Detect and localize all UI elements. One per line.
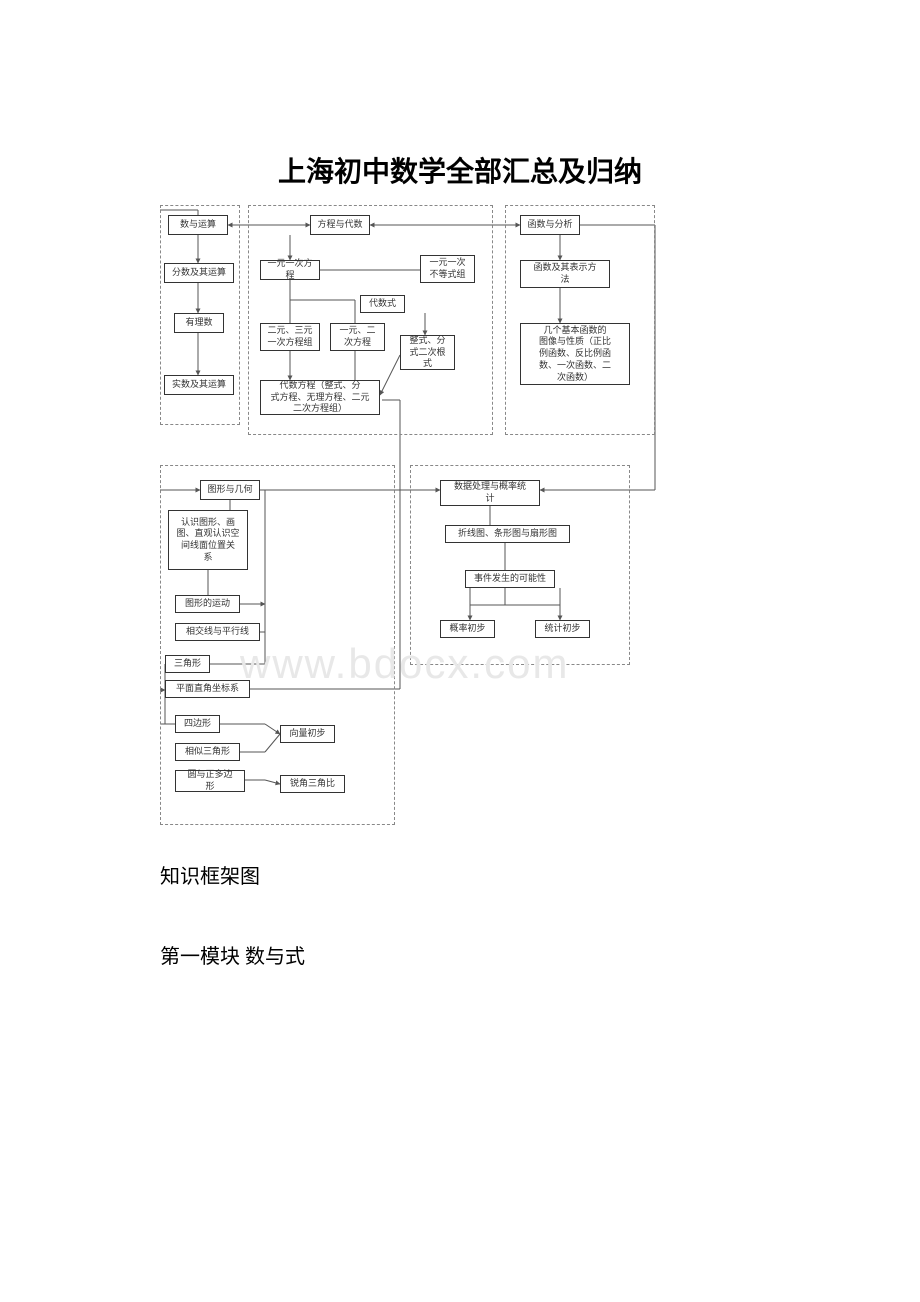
caption-framework: 知识框架图 [160,860,260,889]
node-n_numop: 数与运算 [168,215,228,235]
node-n_data: 数据处理与概率统 计 [440,480,540,506]
node-n_prob: 概率初步 [440,620,495,638]
node-n_charts: 折线图、条形图与扇形图 [445,525,570,543]
node-n_lin1: 一元一次方程 [260,260,320,280]
node-n_basicfun: 几个基本函数的 图像与性质（正比 例函数、反比例函 数、一次函数、二 次函数） [520,323,630,385]
node-n_quad4: 四边形 [175,715,220,733]
watermark-text: www.bdocx.com [240,640,569,688]
node-n_algeq: 代数方程（整式、分 式方程、无理方程、二元 二次方程组） [260,380,380,415]
caption-module1: 第一模块 数与式 [160,940,305,969]
node-n_ineq: 一元一次 不等式组 [420,255,475,283]
node-n_algexp: 代数式 [360,295,405,313]
node-n_parallel: 相交线与平行线 [175,623,260,641]
node-n_rational: 有理数 [174,313,224,333]
node-n_circle: 圆与正多边 形 [175,770,245,792]
node-n_sys23: 二元、三元 一次方程组 [260,323,320,351]
node-n_coord: 平面直角坐标系 [165,680,250,698]
node-n_funana: 函数与分析 [520,215,580,235]
node-n_real: 实数及其运算 [164,375,234,395]
node-n_frac: 分数及其运算 [164,263,234,283]
node-n_funrep: 函数及其表示方 法 [520,260,610,288]
node-n_intfrac: 整式、分 式二次根 式 [400,335,455,370]
node-n_quad: 一元、二 次方程 [330,323,385,351]
node-n_stat: 统计初步 [535,620,590,638]
node-n_vector: 向量初步 [280,725,335,743]
flowchart-diagram: 数与运算分数及其运算有理数实数及其运算方程与代数一元一次方程一元一次 不等式组代… [160,205,750,825]
node-n_eqalg: 方程与代数 [310,215,370,235]
node-n_tri: 三角形 [165,655,210,673]
node-n_event: 事件发生的可能性 [465,570,555,588]
node-n_geom: 图形与几何 [200,480,260,500]
group-g3 [505,205,655,435]
node-n_simtri: 相似三角形 [175,743,240,761]
node-n_recog: 认识图形、画 图、直观认识空 间线面位置关 系 [168,510,248,570]
page: 上海初中数学全部汇总及归纳 数与运算分数及其运算有理数实数及其运算 方程与代数一元… [0,0,920,1302]
page-title: 上海初中数学全部汇总及归纳 [0,150,920,190]
node-n_motion: 图形的运动 [175,595,240,613]
node-n_acute: 锐角三角比 [280,775,345,793]
